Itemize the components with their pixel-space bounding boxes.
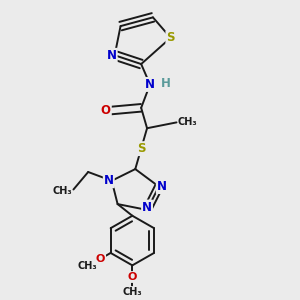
Text: H: H xyxy=(161,76,171,89)
Text: CH₃: CH₃ xyxy=(178,117,198,128)
Text: O: O xyxy=(96,254,105,264)
Text: N: N xyxy=(104,174,114,187)
Text: O: O xyxy=(101,104,111,117)
Text: CH₃: CH₃ xyxy=(122,286,142,297)
Text: N: N xyxy=(107,49,117,62)
Text: N: N xyxy=(145,78,155,91)
Text: N: N xyxy=(142,200,152,214)
Text: S: S xyxy=(167,31,175,44)
Text: S: S xyxy=(137,142,146,155)
Text: N: N xyxy=(157,180,167,193)
Text: CH₃: CH₃ xyxy=(78,261,98,271)
Text: CH₃: CH₃ xyxy=(52,186,72,196)
Text: O: O xyxy=(128,272,137,282)
